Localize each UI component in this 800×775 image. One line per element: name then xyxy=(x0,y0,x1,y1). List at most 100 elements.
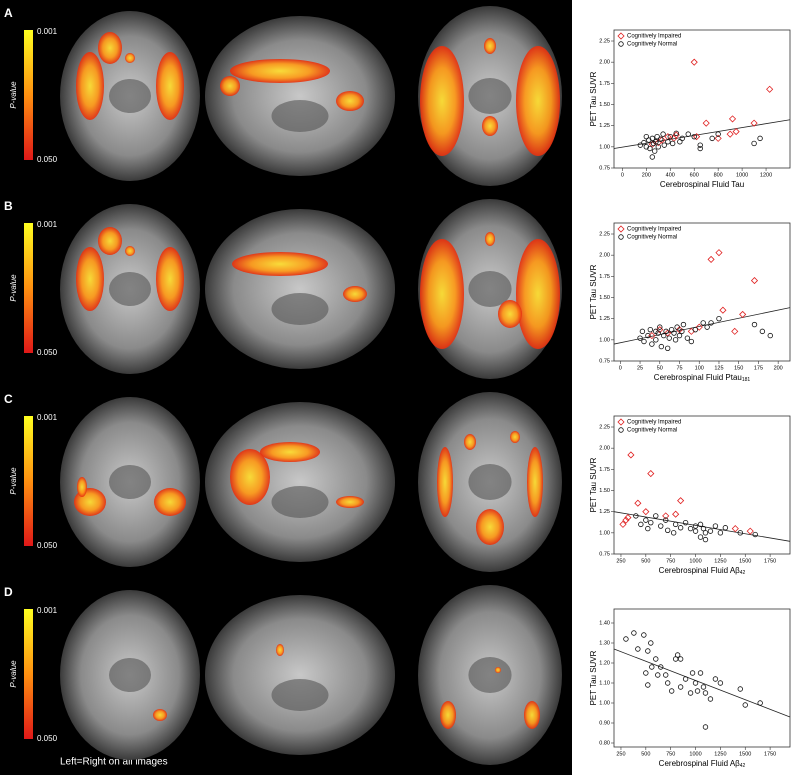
activation xyxy=(220,76,240,96)
activation xyxy=(476,509,504,545)
footnote: Left=Right on all images xyxy=(60,757,168,768)
activation xyxy=(154,488,186,516)
legend-label: Cognitively Normal xyxy=(627,42,677,48)
activation xyxy=(495,667,501,673)
x-tick-label: 100 xyxy=(695,365,704,371)
y-tick-label: 1.40 xyxy=(599,620,610,626)
point xyxy=(653,513,659,519)
point xyxy=(707,255,715,263)
x-tick-label: 600 xyxy=(690,172,699,178)
point xyxy=(739,310,747,319)
point xyxy=(731,327,739,335)
activation xyxy=(336,496,364,508)
point xyxy=(665,139,671,145)
y-tick-label: 1.25 xyxy=(599,316,610,322)
trendline xyxy=(613,648,791,718)
point xyxy=(715,131,721,137)
colorbar-top-label: 0.001 xyxy=(37,220,58,229)
activation xyxy=(153,709,167,721)
point xyxy=(645,332,651,339)
point xyxy=(712,676,719,682)
y-tick-label: 1.75 xyxy=(599,274,610,280)
point xyxy=(732,128,740,136)
point xyxy=(750,277,759,285)
legend-label: Cognitively Impaired xyxy=(627,34,681,40)
point xyxy=(645,682,651,688)
y-tick-label: 1.50 xyxy=(599,295,610,301)
point xyxy=(731,525,739,533)
activation xyxy=(98,227,122,255)
panel-letter: A xyxy=(4,6,13,20)
point xyxy=(759,328,766,335)
colorbar-title: P-value xyxy=(9,81,18,109)
point xyxy=(697,521,704,528)
brain-image xyxy=(205,402,395,562)
point xyxy=(669,140,676,147)
point xyxy=(682,519,689,526)
activation xyxy=(98,32,122,64)
point xyxy=(641,139,647,146)
point xyxy=(649,664,655,670)
point xyxy=(639,328,646,335)
brain-structure xyxy=(109,272,151,306)
y-tick-label: 2.25 xyxy=(599,231,610,237)
point xyxy=(641,338,647,345)
point xyxy=(648,640,654,646)
activation xyxy=(524,701,540,729)
point xyxy=(627,451,635,459)
activation xyxy=(498,300,522,328)
y-tick-label: 2.25 xyxy=(599,38,610,44)
activation xyxy=(230,59,330,83)
x-axis-title-main: Cerebrospinal Fluid Ptau xyxy=(654,373,742,382)
activation xyxy=(232,252,328,276)
point xyxy=(666,335,672,341)
point xyxy=(719,306,727,314)
point xyxy=(660,131,666,137)
point xyxy=(722,525,729,531)
point xyxy=(664,680,671,686)
point xyxy=(657,324,663,330)
x-tick-label: 1500 xyxy=(739,558,751,564)
colorbar-title: P-value xyxy=(9,660,18,688)
activation xyxy=(420,239,464,349)
legend-marker xyxy=(618,41,624,47)
y-tick-label: 1.50 xyxy=(599,488,610,494)
x-axis-title-subscript: 42 xyxy=(740,570,746,576)
colorbar-bottom-label: 0.050 xyxy=(37,155,58,164)
point xyxy=(671,330,677,336)
point xyxy=(662,512,670,520)
point xyxy=(677,497,685,505)
point xyxy=(682,676,689,682)
point xyxy=(652,148,658,154)
point xyxy=(688,338,695,345)
point xyxy=(675,326,684,334)
point xyxy=(692,528,699,534)
x-axis-title: Cerebrospinal Fluid Tau xyxy=(660,180,744,189)
y-tick-label: 1.75 xyxy=(599,81,610,87)
legend-label: Cognitively Impaired xyxy=(627,420,681,426)
brain-structure xyxy=(468,464,512,500)
point xyxy=(694,688,701,694)
panel-letter: D xyxy=(4,585,13,599)
activation xyxy=(440,701,456,729)
activation xyxy=(156,247,184,311)
point xyxy=(645,525,651,532)
point xyxy=(635,646,641,652)
point xyxy=(707,528,714,534)
x-tick-label: 125 xyxy=(714,365,723,371)
plot-background xyxy=(572,0,800,775)
point xyxy=(697,142,703,148)
point xyxy=(661,142,667,148)
point xyxy=(716,315,722,322)
point xyxy=(674,324,680,330)
activation xyxy=(76,247,104,311)
point xyxy=(689,670,696,676)
colorbar xyxy=(24,609,33,739)
point xyxy=(687,690,694,696)
x-axis-title-main: Cerebrospinal Fluid Tau xyxy=(660,180,744,189)
point xyxy=(685,131,691,137)
activation xyxy=(527,447,543,517)
point xyxy=(641,632,647,638)
point xyxy=(623,636,629,642)
point xyxy=(653,139,659,145)
